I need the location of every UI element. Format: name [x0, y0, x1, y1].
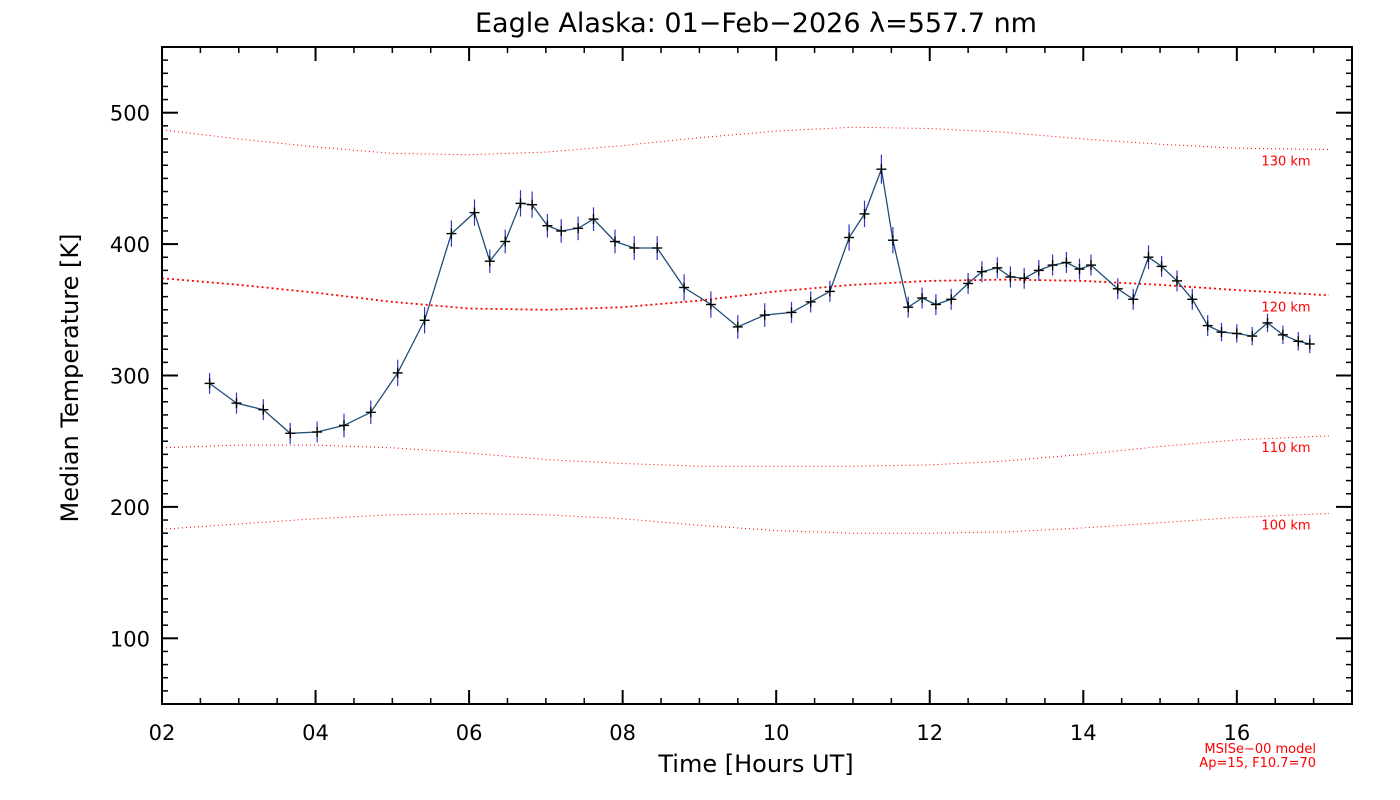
data-point [312, 421, 323, 443]
data-point [204, 372, 215, 394]
data-point [844, 224, 855, 251]
y-axis-label: Median Temperature [K] [56, 233, 84, 522]
data-point [1216, 322, 1227, 342]
x-tick-label: 02 [149, 721, 176, 745]
y-tick-label: 300 [110, 365, 150, 389]
data-point [392, 359, 403, 386]
x-tick-label: 08 [609, 721, 636, 745]
data-point [679, 274, 690, 301]
model-name-annotation: MSISe−00 model [1204, 742, 1316, 757]
data-point [903, 296, 914, 318]
data-point [469, 199, 480, 226]
data-point [976, 261, 987, 283]
data-point [446, 220, 457, 247]
axes: 02 04 06 08 10 12 14 16 100 200 300 400 500 [110, 46, 1353, 745]
data-point [484, 249, 495, 273]
data-point [946, 288, 957, 310]
x-tick-label: 14 [1070, 721, 1097, 745]
data-point [1061, 252, 1072, 273]
x-tick-label: 06 [456, 721, 483, 745]
data-point [759, 303, 770, 327]
model-params-annotation: Ap=15, F10.7=70 [1199, 756, 1316, 771]
data-point [1247, 326, 1258, 346]
model-curve-100-km [161, 512, 1330, 534]
model-curve-label: 120 km [1261, 300, 1310, 315]
model-curve-label: 100 km [1261, 519, 1310, 534]
data-point [917, 287, 928, 309]
data-point [285, 422, 296, 444]
data-point [887, 227, 898, 254]
data-point [1277, 325, 1288, 344]
data-point [876, 154, 887, 184]
y-tick-label: 100 [110, 627, 150, 651]
data-point [1128, 288, 1139, 310]
data-point [258, 399, 269, 421]
data-point [1112, 278, 1123, 300]
data-point [992, 257, 1003, 279]
series-line [209, 166, 1310, 434]
data-point [542, 213, 553, 238]
data-point [1231, 324, 1242, 343]
y-tick-label: 400 [110, 233, 150, 257]
data-point [515, 190, 526, 217]
model-curve-120-km [161, 277, 1330, 311]
data-point [629, 236, 640, 260]
x-tick-label: 12 [916, 721, 943, 745]
data-point [1143, 245, 1154, 270]
data-point [1019, 267, 1030, 289]
model-curve-label: 110 km [1261, 441, 1310, 456]
data-point [963, 273, 974, 294]
data-point [732, 315, 743, 339]
model-curve-label: 130 km [1261, 155, 1310, 170]
data-point [930, 294, 941, 316]
data-point [500, 229, 511, 254]
x-tick-label: 16 [1223, 721, 1250, 745]
data-point [1074, 258, 1085, 280]
x-tick-label: 10 [763, 721, 790, 745]
data-point [859, 200, 870, 227]
data-point [824, 280, 835, 302]
data-point [527, 191, 538, 218]
data-point [365, 400, 376, 425]
data-point [556, 219, 567, 243]
data-point [1156, 255, 1167, 277]
data-point [1202, 315, 1213, 337]
data-point [1033, 259, 1044, 281]
data-point [786, 301, 797, 323]
x-axis-label: Time [Hours UT] [657, 750, 853, 778]
plot-frame [161, 46, 1353, 705]
data-point [1047, 254, 1058, 276]
data-point [339, 413, 349, 438]
data-point [1172, 270, 1182, 292]
data-point [610, 229, 620, 254]
data-point [231, 392, 242, 414]
chart-title: Eagle Alaska: 01−Feb−2026 λ=557.7 nm [475, 8, 1037, 39]
data-point [573, 216, 584, 241]
y-tick-label: 200 [110, 496, 150, 520]
data-point [805, 291, 816, 313]
data-point [652, 236, 663, 260]
model-curve-130-km [161, 126, 1330, 156]
data-point [1086, 254, 1096, 276]
data-point [1304, 334, 1315, 354]
data-point [419, 307, 430, 334]
data-series [204, 154, 1315, 444]
model-curves: 130 km 120 km 110 km 100 km [161, 126, 1330, 534]
x-tick-label: 04 [302, 721, 329, 745]
data-point [1262, 313, 1273, 333]
y-tick-label: 500 [110, 102, 150, 126]
model-curve-110-km [161, 435, 1330, 467]
data-point [1293, 332, 1304, 351]
data-point [1005, 266, 1016, 288]
data-point [705, 291, 716, 318]
data-point [588, 207, 599, 231]
data-point [1187, 288, 1198, 310]
